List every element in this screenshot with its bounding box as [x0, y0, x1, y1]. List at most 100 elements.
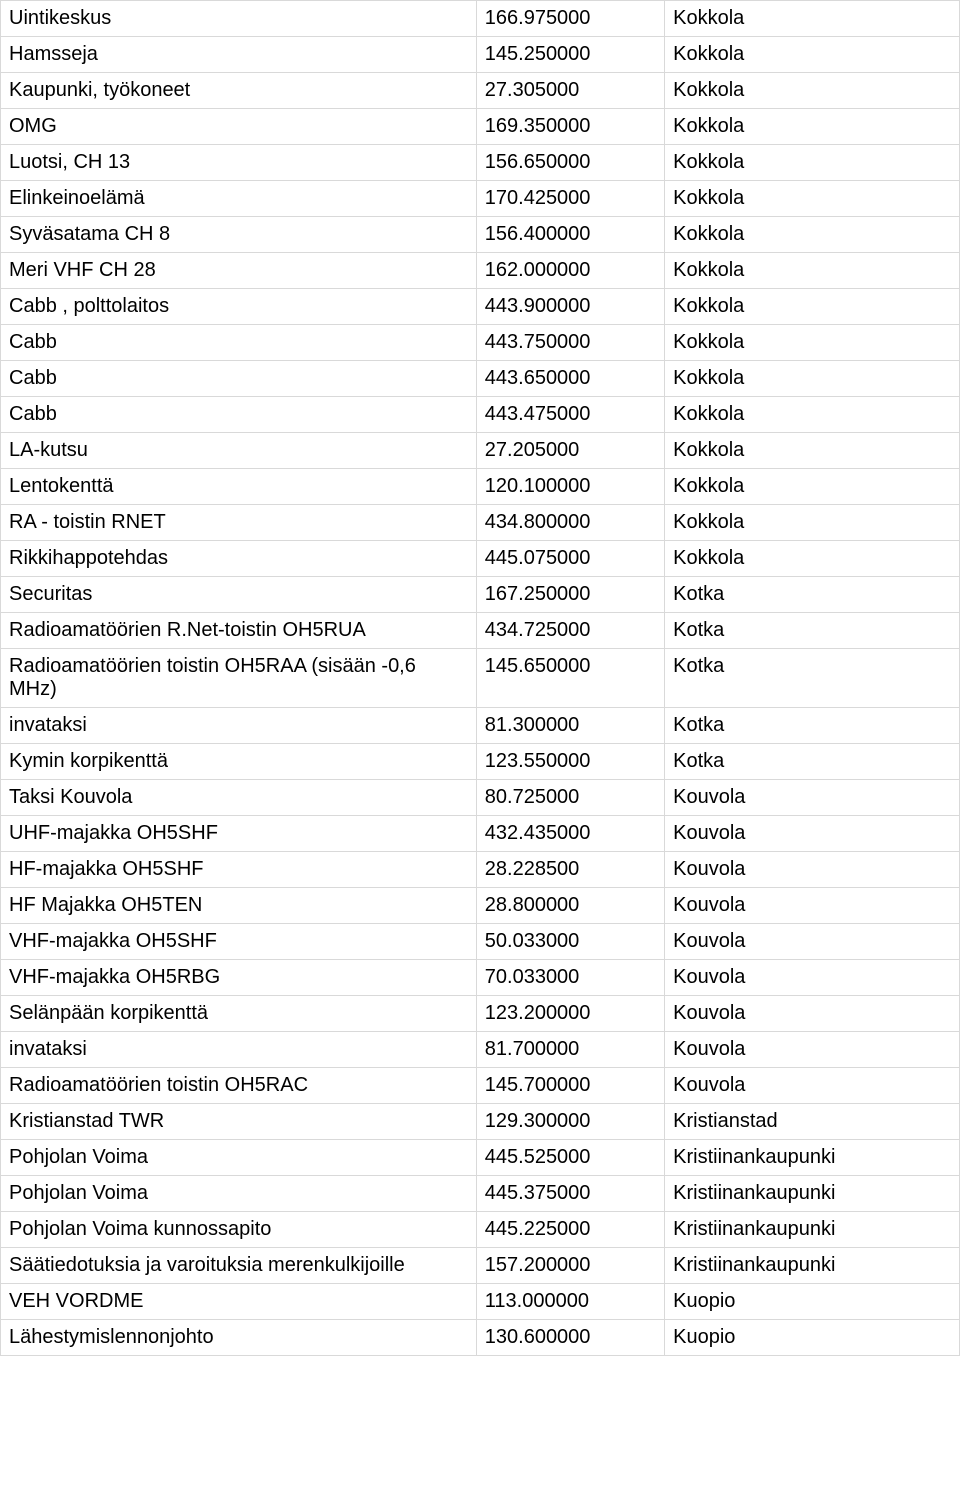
cell-name: Cabb: [1, 325, 477, 361]
cell-name: Elinkeinoelämä: [1, 181, 477, 217]
cell-location: Kristiinankaupunki: [665, 1212, 960, 1248]
cell-name: Cabb , polttolaitos: [1, 289, 477, 325]
cell-value: 80.725000: [476, 780, 664, 816]
table-row: Kymin korpikenttä123.550000Kotka: [1, 744, 960, 780]
cell-location: Kokkola: [665, 217, 960, 253]
cell-name: Kymin korpikenttä: [1, 744, 477, 780]
cell-value: 81.300000: [476, 708, 664, 744]
cell-value: 27.305000: [476, 73, 664, 109]
cell-value: 145.700000: [476, 1068, 664, 1104]
cell-location: Kouvola: [665, 1032, 960, 1068]
cell-value: 445.375000: [476, 1176, 664, 1212]
cell-value: 162.000000: [476, 253, 664, 289]
cell-name: RA - toistin RNET: [1, 505, 477, 541]
cell-name: Lähestymislennonjohto: [1, 1320, 477, 1356]
cell-value: 156.650000: [476, 145, 664, 181]
cell-name: Selänpään korpikenttä: [1, 996, 477, 1032]
table-row: invataksi81.300000Kotka: [1, 708, 960, 744]
cell-location: Kokkola: [665, 73, 960, 109]
cell-location: Kouvola: [665, 780, 960, 816]
cell-value: 432.435000: [476, 816, 664, 852]
cell-location: Kouvola: [665, 1068, 960, 1104]
cell-value: 169.350000: [476, 109, 664, 145]
cell-location: Kristiinankaupunki: [665, 1248, 960, 1284]
cell-name: Uintikeskus: [1, 1, 477, 37]
cell-name: VHF-majakka OH5RBG: [1, 960, 477, 996]
table-row: Rikkihappotehdas445.075000Kokkola: [1, 541, 960, 577]
table-row: VHF-majakka OH5RBG70.033000Kouvola: [1, 960, 960, 996]
cell-location: Kuopio: [665, 1284, 960, 1320]
cell-location: Kokkola: [665, 361, 960, 397]
cell-location: Kokkola: [665, 37, 960, 73]
table-row: Meri VHF CH 28162.000000Kokkola: [1, 253, 960, 289]
cell-value: 167.250000: [476, 577, 664, 613]
cell-location: Kokkola: [665, 1, 960, 37]
cell-name: VEH VORDME: [1, 1284, 477, 1320]
cell-value: 27.205000: [476, 433, 664, 469]
table-row: RA - toistin RNET434.800000Kokkola: [1, 505, 960, 541]
cell-name: Cabb: [1, 361, 477, 397]
table-row: Radioamatöörien toistin OH5RAC145.700000…: [1, 1068, 960, 1104]
table-row: Radioamatöörien R.Net-toistin OH5RUA434.…: [1, 613, 960, 649]
cell-name: Kristianstad TWR: [1, 1104, 477, 1140]
cell-name: Rikkihappotehdas: [1, 541, 477, 577]
cell-name: Securitas: [1, 577, 477, 613]
cell-name: Kaupunki, työkoneet: [1, 73, 477, 109]
cell-name: HF Majakka OH5TEN: [1, 888, 477, 924]
cell-value: 130.600000: [476, 1320, 664, 1356]
cell-name: Radioamatöörien toistin OH5RAA (sisään -…: [1, 649, 477, 708]
table-row: UHF-majakka OH5SHF432.435000Kouvola: [1, 816, 960, 852]
cell-value: 70.033000: [476, 960, 664, 996]
cell-location: Kokkola: [665, 289, 960, 325]
cell-location: Kouvola: [665, 852, 960, 888]
cell-location: Kotka: [665, 744, 960, 780]
cell-location: Kotka: [665, 613, 960, 649]
table-row: HF Majakka OH5TEN28.800000Kouvola: [1, 888, 960, 924]
cell-name: invataksi: [1, 708, 477, 744]
cell-location: Kristianstad: [665, 1104, 960, 1140]
table-row: Uintikeskus166.975000Kokkola: [1, 1, 960, 37]
cell-value: 443.900000: [476, 289, 664, 325]
cell-location: Kokkola: [665, 433, 960, 469]
cell-location: Kouvola: [665, 924, 960, 960]
cell-name: Taksi Kouvola: [1, 780, 477, 816]
table-row: LA-kutsu27.205000Kokkola: [1, 433, 960, 469]
cell-value: 156.400000: [476, 217, 664, 253]
table-row: VHF-majakka OH5SHF50.033000Kouvola: [1, 924, 960, 960]
cell-value: 145.250000: [476, 37, 664, 73]
table-row: Cabb443.750000Kokkola: [1, 325, 960, 361]
cell-name: Meri VHF CH 28: [1, 253, 477, 289]
cell-name: Syväsatama CH 8: [1, 217, 477, 253]
page-container: Uintikeskus166.975000KokkolaHamsseja145.…: [0, 0, 960, 1356]
cell-value: 166.975000: [476, 1, 664, 37]
cell-location: Kotka: [665, 708, 960, 744]
cell-location: Kokkola: [665, 469, 960, 505]
cell-location: Kokkola: [665, 397, 960, 433]
cell-name: UHF-majakka OH5SHF: [1, 816, 477, 852]
table-row: Cabb443.475000Kokkola: [1, 397, 960, 433]
table-row: Säätiedotuksia ja varoituksia merenkulki…: [1, 1248, 960, 1284]
cell-value: 170.425000: [476, 181, 664, 217]
table-row: Kaupunki, työkoneet27.305000Kokkola: [1, 73, 960, 109]
cell-value: 129.300000: [476, 1104, 664, 1140]
cell-value: 50.033000: [476, 924, 664, 960]
cell-value: 443.650000: [476, 361, 664, 397]
cell-location: Kokkola: [665, 109, 960, 145]
cell-name: Cabb: [1, 397, 477, 433]
cell-value: 434.800000: [476, 505, 664, 541]
cell-location: Kokkola: [665, 541, 960, 577]
table-row: Kristianstad TWR129.300000Kristianstad: [1, 1104, 960, 1140]
cell-location: Kouvola: [665, 888, 960, 924]
table-row: invataksi81.700000Kouvola: [1, 1032, 960, 1068]
cell-name: OMG: [1, 109, 477, 145]
table-row: Pohjolan Voima kunnossapito445.225000Kri…: [1, 1212, 960, 1248]
cell-name: Pohjolan Voima: [1, 1140, 477, 1176]
cell-value: 445.225000: [476, 1212, 664, 1248]
cell-name: Pohjolan Voima: [1, 1176, 477, 1212]
cell-location: Kuopio: [665, 1320, 960, 1356]
cell-location: Kokkola: [665, 505, 960, 541]
table-row: Pohjolan Voima445.375000Kristiinankaupun…: [1, 1176, 960, 1212]
table-row: Cabb , polttolaitos443.900000Kokkola: [1, 289, 960, 325]
table-row: Lentokenttä120.100000Kokkola: [1, 469, 960, 505]
cell-name: HF-majakka OH5SHF: [1, 852, 477, 888]
